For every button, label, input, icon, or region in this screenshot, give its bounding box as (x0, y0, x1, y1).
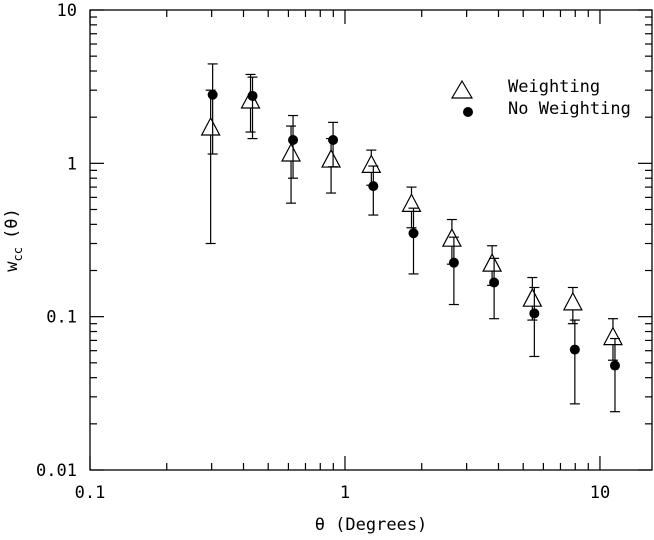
no-weighting-point (408, 228, 419, 239)
weighting-point (522, 287, 543, 307)
x-axis-label: θ (Degrees) (315, 515, 428, 535)
legend-marker-no-weighting (463, 107, 473, 117)
weighting-point (200, 116, 221, 136)
plot-frame (89, 9, 653, 471)
axis-ticks (89, 9, 652, 471)
y-axis-label-arg: (θ) (2, 208, 22, 239)
data-marks (200, 63, 623, 413)
x-tick-label: 1 (340, 483, 350, 503)
no-weighting-point (207, 89, 218, 100)
y-tick-label: 0.01 (36, 461, 77, 481)
weighting-point (482, 252, 503, 272)
no-weighting-point (529, 308, 540, 319)
no-weighting-point (368, 181, 379, 192)
no-weighting-point (569, 344, 580, 355)
weighting-point (562, 291, 583, 311)
x-tick-label: 0.1 (75, 483, 106, 503)
x-tick-label: 10 (590, 483, 610, 503)
legend-label-weighting: Weighting (508, 77, 600, 97)
weighting-point (602, 326, 623, 346)
no-weighting-point (288, 134, 299, 145)
no-weighting-point (328, 134, 339, 145)
no-weighting-point (448, 257, 459, 268)
y-axis-label-main: w (2, 261, 22, 272)
y-axis-label-sub: cc (11, 247, 25, 261)
y-tick-label: 0.1 (46, 308, 77, 328)
no-weighting-point (609, 360, 620, 371)
legend: Weighting No Weighting (450, 77, 631, 119)
weighting-point (401, 193, 422, 212)
y-tick-label: 10 (57, 1, 77, 21)
y-tick-label: 1 (67, 154, 77, 174)
weighting-point (361, 154, 382, 173)
no-weighting-point (247, 90, 258, 101)
legend-marker-weighting (450, 79, 474, 99)
legend-label-no-weighting: No Weighting (508, 99, 631, 119)
weighting-point (281, 142, 302, 162)
no-weighting-point (489, 277, 500, 288)
weighting-point (321, 148, 342, 168)
y-axis-label: wcc (θ) (2, 208, 25, 271)
